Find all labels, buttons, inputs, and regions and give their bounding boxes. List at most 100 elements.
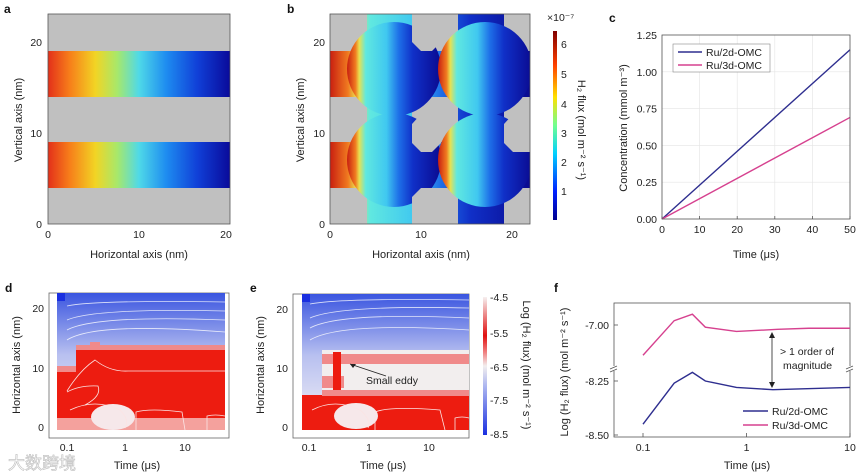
panel-b: b 0 10 20 0 10 20 Horizontal axis (nm) V…: [287, 2, 587, 261]
legend-label-ru2d: Ru/2d-OMC: [706, 47, 762, 59]
x-axis-label: Horizontal axis (nm): [90, 249, 188, 261]
panel-label-b: b: [287, 2, 294, 16]
y-tick: 0: [319, 219, 325, 231]
y-tick-label: -8.25: [585, 376, 609, 388]
arrow-head-icon: [350, 364, 356, 368]
x-axis-label: Time (μs): [360, 460, 406, 472]
pore: [438, 22, 530, 116]
panel-f: f 0.1 1 10 -7.00 -8.25 -8.50 > 1 order of mag…: [554, 281, 856, 472]
panel-a: a 0 10 20 0 10 20 Horizontal axis (nm) V…: [4, 2, 232, 261]
x-tick: 10: [133, 229, 145, 241]
x-tick: 20: [220, 229, 232, 241]
panel-label-e: e: [250, 281, 257, 295]
colorbar-tick: 4: [561, 99, 567, 111]
upper-channel-flux: [48, 51, 230, 97]
colorbar-tick: -4.5: [490, 292, 508, 304]
x-tick: 0.1: [60, 442, 75, 454]
y-tick: 10: [32, 363, 44, 375]
y-axis-label: Log (H₂ flux) (mol m⁻² s⁻¹): [559, 308, 571, 437]
y-axis-label: Vertical axis (nm): [295, 78, 307, 162]
panel-label-f: f: [554, 281, 559, 295]
y-tick: 10: [276, 363, 288, 375]
x-axis-label: Time (μs): [733, 249, 779, 261]
heatmap-d: [57, 293, 225, 430]
x-tick: 10: [423, 442, 435, 454]
colorbar-tick: 6: [561, 39, 567, 51]
x-tick: 0: [327, 229, 333, 241]
legend-label-ru3d: Ru/3d-OMC: [706, 60, 762, 72]
colorbar-tick: -5.5: [490, 328, 508, 340]
y-axis-label: Vertical axis (nm): [13, 78, 25, 162]
colorbar-tick: -6.5: [490, 362, 508, 374]
colorbar: [553, 31, 557, 220]
x-tick: 0: [45, 229, 51, 241]
panel-label-a: a: [4, 2, 11, 16]
panel-label-c: c: [609, 11, 616, 25]
plot-frame: [329, 13, 531, 225]
legend: [672, 43, 771, 73]
axis-break-icon: [609, 365, 854, 373]
colorbar-label: Log (H₂ flux) (mol m⁻² s⁻¹): [520, 301, 532, 430]
y-tick: 20: [30, 37, 42, 49]
colorbar-label: H₂ flux (mol m⁻² s⁻¹): [575, 80, 587, 180]
y-tick-label: 0.50: [637, 140, 658, 152]
x-tick: 0.1: [302, 442, 317, 454]
plot-frame: [47, 13, 231, 225]
panel-label-d: d: [5, 281, 12, 295]
panel-e: e Small eddy: [250, 281, 532, 472]
series-line-ru2d: [661, 49, 851, 220]
colorbar-multiplier: ×10⁻⁷: [547, 12, 574, 24]
annotation-line-2: magnitude: [783, 360, 832, 372]
series-line-ru3d: [661, 116, 851, 220]
x-axis-label: Time (μs): [114, 460, 160, 472]
colorbar: [483, 297, 487, 435]
colorbar-tick: 3: [561, 128, 567, 140]
y-tick: 0: [282, 422, 288, 434]
x-tick-label: 20: [731, 224, 743, 236]
colorbar-tick: 2: [561, 157, 567, 169]
panel-c: c 0 10 20 30 40 50 0.00 0.25 0.50 0.75 1.00 1.25 Ru…: [609, 11, 856, 261]
double-arrow-icon: [769, 332, 775, 388]
series-line-ru3d: [642, 313, 850, 356]
y-tick-label: 1.00: [637, 67, 658, 79]
heatmap-e: [302, 294, 469, 430]
x-tick-label: 1: [744, 442, 750, 454]
y-tick-label: 0.25: [637, 177, 658, 189]
x-tick-label: 10: [694, 224, 706, 236]
annotation-arrow: [349, 363, 387, 377]
annotation-small-eddy: Small eddy: [366, 375, 419, 387]
colorbar-tick: 5: [561, 69, 567, 81]
x-tick: 1: [122, 442, 128, 454]
panel-d: d: [5, 281, 230, 472]
plot-frame: [661, 34, 851, 220]
x-axis-label: Horizontal axis (nm): [372, 249, 470, 261]
x-tick-label: 30: [769, 224, 781, 236]
x-tick-label: 0: [659, 224, 665, 236]
y-tick-label: -8.50: [585, 430, 609, 442]
colorbar-tick: 1: [561, 186, 567, 198]
y-axis-label: Horizontal axis (nm): [11, 316, 23, 414]
x-tick: 10: [415, 229, 427, 241]
y-tick-label: -7.00: [585, 320, 609, 332]
y-tick-label: 0.00: [637, 214, 658, 226]
annotation-line-1: > 1 order of: [780, 346, 834, 358]
y-axis-label: Horizontal axis (nm): [255, 316, 267, 414]
y-tick: 20: [313, 37, 325, 49]
colorbar-tick: -7.5: [490, 395, 508, 407]
legend-label-ru3d: Ru/3d-OMC: [772, 420, 828, 432]
y-tick: 0: [38, 422, 44, 434]
x-axis-label: Time (μs): [724, 460, 770, 472]
series-line-ru2d: [642, 371, 851, 425]
solid-islands: [412, 14, 530, 224]
x-tick: 1: [366, 442, 372, 454]
x-tick: 20: [506, 229, 518, 241]
x-tick-label: 10: [844, 442, 856, 454]
x-tick-label: 0.1: [636, 442, 651, 454]
y-tick-label: 0.75: [637, 104, 658, 116]
y-tick: 0: [36, 219, 42, 231]
y-tick: 20: [276, 304, 288, 316]
x-tick-label: 40: [807, 224, 819, 236]
legend-label-ru2d: Ru/2d-OMC: [772, 406, 828, 418]
x-tick-label: 50: [844, 224, 856, 236]
